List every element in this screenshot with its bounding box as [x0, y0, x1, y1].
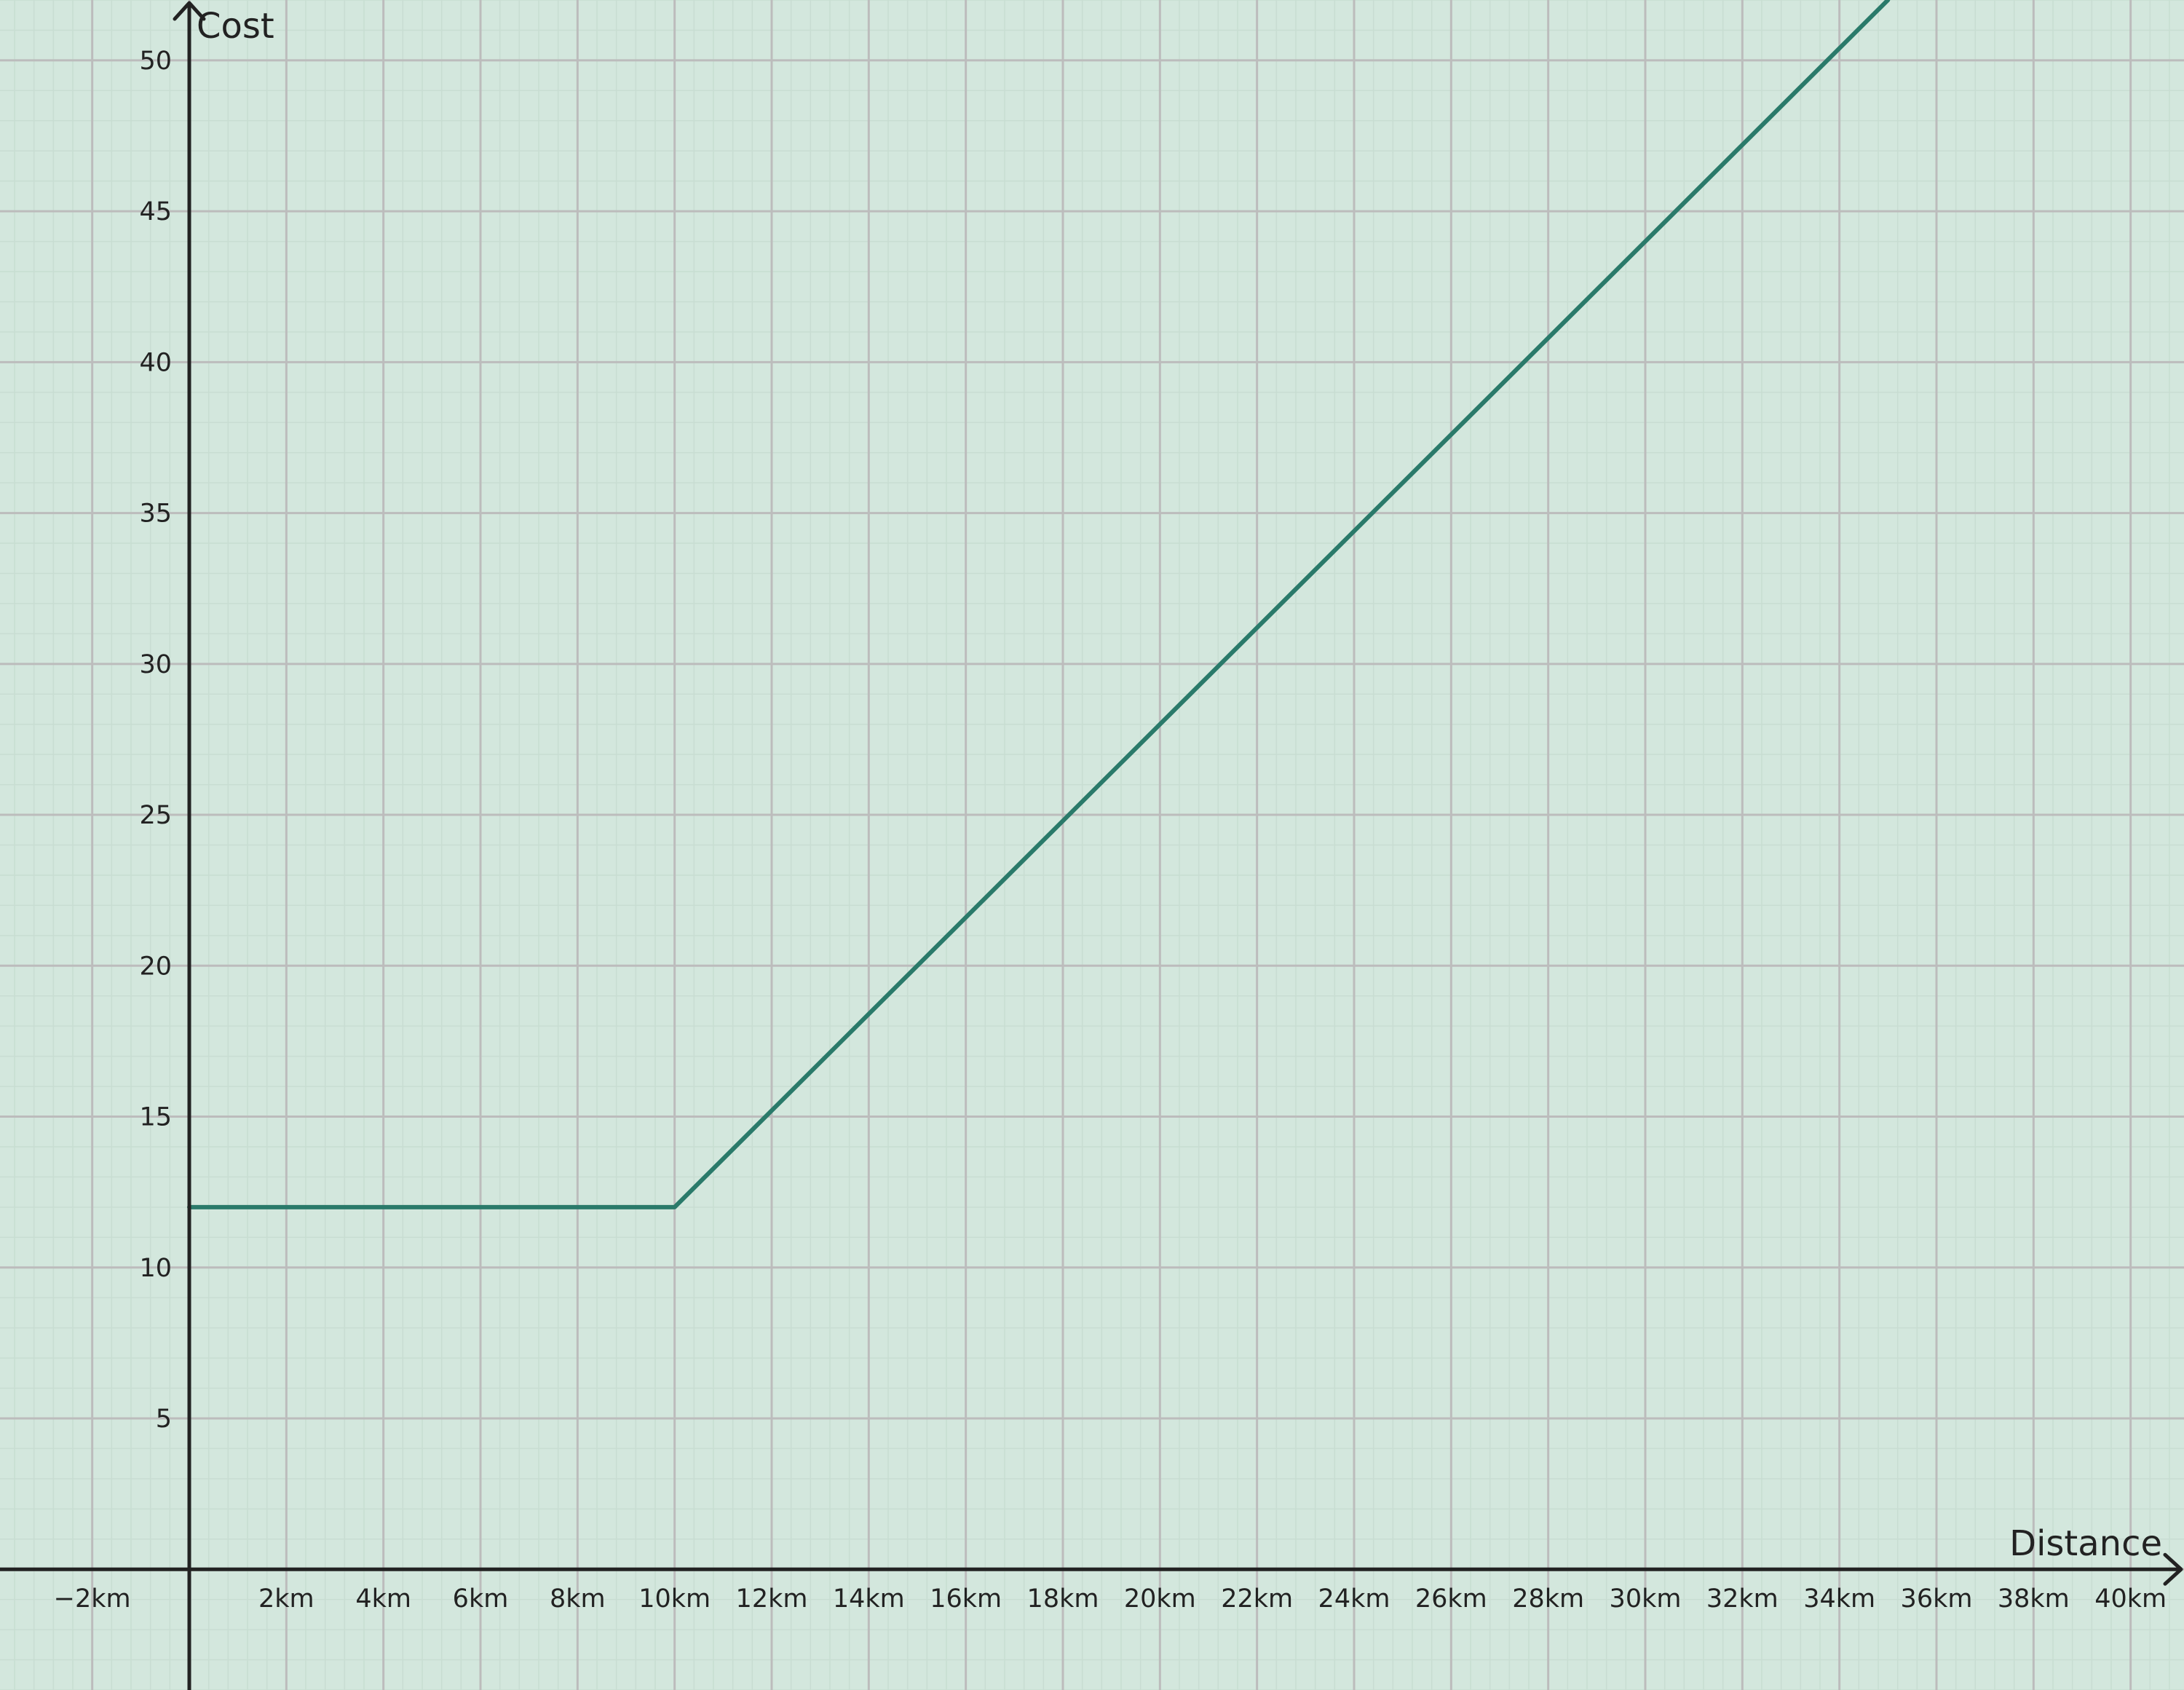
y-tick-label: 20 [139, 952, 172, 981]
y-tick-label: 15 [139, 1103, 172, 1132]
y-tick-label: 45 [139, 197, 172, 226]
x-tick-label: 38km [1998, 1584, 2070, 1614]
x-tick-label: 10km [638, 1584, 711, 1614]
x-tick-label: 6km [453, 1584, 509, 1614]
x-tick-label: 40km [2094, 1584, 2167, 1614]
x-tick-label: 26km [1415, 1584, 1487, 1614]
x-tick-label: 28km [1512, 1584, 1584, 1614]
x-tick-label: 18km [1027, 1584, 1099, 1614]
x-tick-labels: −2km 2km 4km 6km 8km 10km 12km 14km 16km 18km 20km… [54, 1584, 2167, 1614]
series-layer [187, 0, 1891, 1209]
y-tick-label: 50 [139, 47, 172, 76]
x-tick-label: −2km [54, 1584, 131, 1614]
x-tick-label: 24km [1318, 1584, 1390, 1614]
x-tick-label: 4km [355, 1584, 411, 1614]
x-tick-label: 12km [736, 1584, 808, 1614]
x-tick-label: 20km [1124, 1584, 1196, 1614]
x-tick-label: 14km [833, 1584, 905, 1614]
series-line-cost [187, 0, 1891, 1209]
y-axis-title: Cost [197, 6, 274, 47]
x-tick-label: 34km [1803, 1584, 1875, 1614]
x-tick-label: 8km [550, 1584, 606, 1614]
x-axis-arrow [2163, 1552, 2183, 1586]
x-axis-title: Distance [2009, 1523, 2162, 1564]
y-tick-label: 25 [139, 801, 172, 830]
y-tick-label: 35 [139, 500, 172, 529]
x-tick-label: 32km [1706, 1584, 1779, 1614]
y-tick-label: 10 [139, 1254, 172, 1283]
y-axis-arrow [173, 1, 206, 21]
y-tick-label: 30 [139, 650, 172, 679]
y-tick-labels: 5 10 15 20 25 30 35 40 45 50 [139, 47, 172, 1434]
x-tick-label: 30km [1610, 1584, 1682, 1614]
y-tick-label: 40 [139, 348, 172, 377]
x-tick-label: 36km [1901, 1584, 1973, 1614]
x-tick-label: 16km [930, 1584, 1002, 1614]
y-tick-label: 5 [156, 1405, 172, 1434]
x-tick-label: 2km [258, 1584, 314, 1614]
x-tick-label: 22km [1221, 1584, 1293, 1614]
